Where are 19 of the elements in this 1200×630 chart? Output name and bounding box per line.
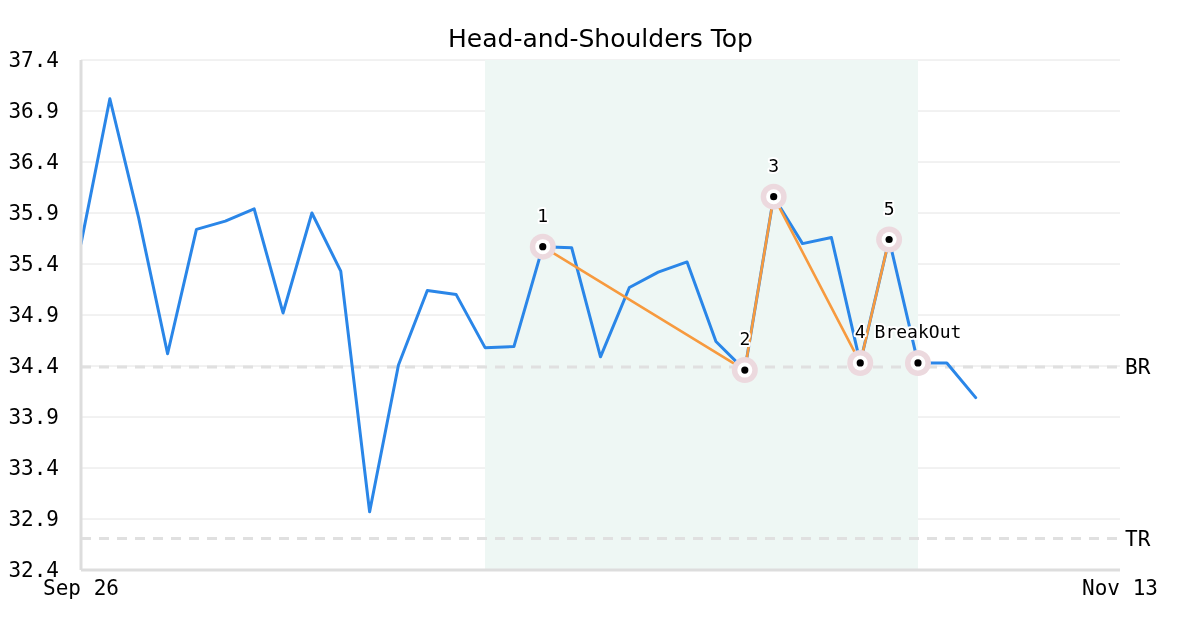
ref-line-label: TR [1125, 526, 1151, 551]
annotation: 3 [768, 154, 780, 176]
y-tick-label: 34.4 [8, 354, 59, 379]
y-tick-label: 32.9 [8, 507, 59, 532]
y-tick-label: 37.4 [8, 48, 59, 73]
y-tick-label: 33.4 [8, 456, 59, 481]
y-tick-label: 35.9 [8, 201, 59, 226]
y-tick-label: 33.9 [8, 405, 59, 430]
annotation: 5 [883, 197, 895, 219]
y-tick-label: 35.4 [8, 252, 59, 277]
chart-title: Head-and-Shoulders Top [447, 24, 754, 54]
x-tick-label: Nov 13 [1082, 575, 1158, 600]
ref-line-label: BR [1125, 355, 1151, 380]
annotation: 2 [739, 328, 751, 350]
y-tick-label: 36.4 [8, 150, 59, 175]
annotation: 4 [854, 320, 866, 342]
y-tick-label: 36.9 [8, 99, 59, 124]
y-tick-label: 34.9 [8, 303, 59, 328]
annotation: 1 [537, 204, 549, 226]
